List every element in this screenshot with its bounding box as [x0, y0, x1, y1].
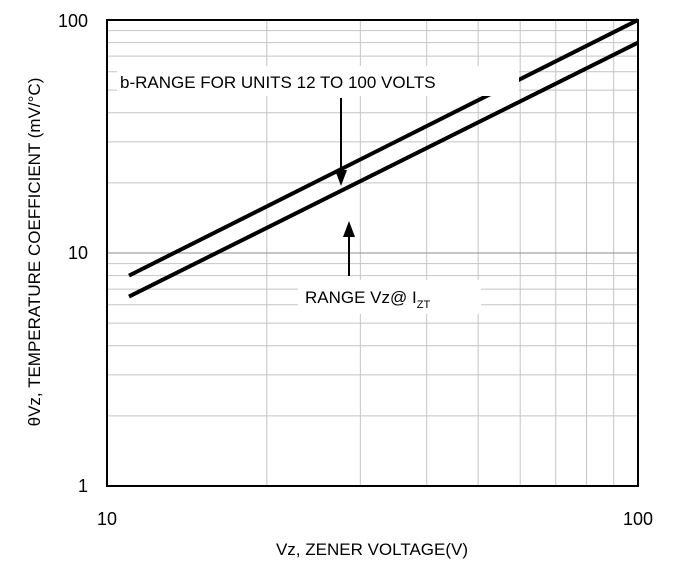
y-tick-label-10: 10 [68, 243, 88, 263]
lower-annotation-subscript: ZT [417, 299, 431, 311]
x-tick-label-100: 100 [623, 509, 653, 529]
lower-annotation-box [298, 280, 481, 314]
lower-annotation-label: RANGE Vz@ IZT [305, 288, 430, 311]
down-arrow-icon [335, 170, 347, 186]
y-tick-label-1: 1 [78, 476, 88, 496]
y-tick-label-100: 100 [58, 11, 88, 31]
x-axis-title: Vz, ZENER VOLTAGE(V) [276, 540, 468, 559]
y-axis-title: θVz, TEMPERATURE COEFFICIENT (mV/°C) [25, 78, 44, 427]
up-arrow-icon [343, 221, 355, 237]
plot-frame [106, 19, 639, 487]
lower-range-line [128, 40, 639, 299]
upper-annotation-label: b-RANGE FOR UNITS 12 TO 100 VOLTS [120, 73, 436, 92]
upper-annotation-box [117, 66, 519, 96]
upper-range-line [128, 18, 639, 278]
x-tick-label-10: 10 [97, 509, 117, 529]
series-group [128, 18, 639, 299]
